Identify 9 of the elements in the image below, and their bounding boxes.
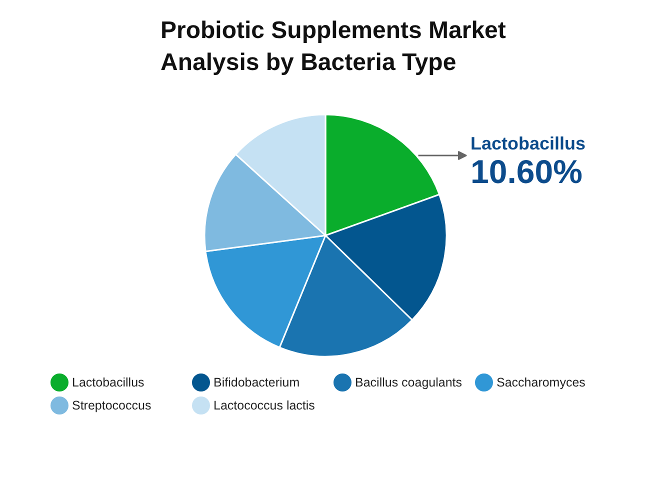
legend-label: Bifidobacterium <box>214 376 300 390</box>
legend-label: Bacillus coagulants <box>355 376 462 390</box>
text: 10.60% <box>470 153 582 190</box>
legend-label: Lactobacillus <box>72 376 144 390</box>
legend-label: Saccharomyces <box>496 376 586 390</box>
chart-title: Probiotic Supplements Market Analysis by Bacteria Type <box>160 17 506 76</box>
slice-label: Lactobacillus <box>470 134 586 154</box>
legend-label: Streptococcus <box>72 398 152 412</box>
legend-label: Lactococcus lactis <box>214 398 315 412</box>
